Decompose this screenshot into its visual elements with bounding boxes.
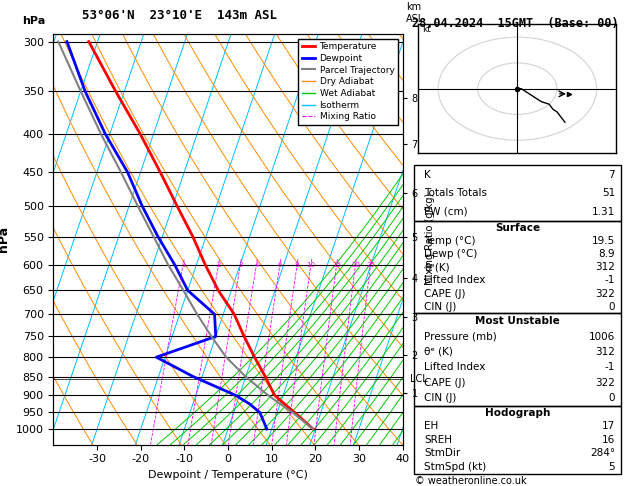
Text: 1006: 1006 [589,331,615,342]
Text: 6: 6 [277,261,282,268]
Text: 15: 15 [332,261,341,268]
Text: PW (cm): PW (cm) [424,207,468,217]
Text: CAPE (J): CAPE (J) [424,289,465,299]
Y-axis label: Mixing Ratio (g/kg): Mixing Ratio (g/kg) [425,193,435,285]
Text: 284°: 284° [590,449,615,458]
Text: CIN (J): CIN (J) [424,393,457,403]
Text: 53°06'N  23°10'E  143m ASL: 53°06'N 23°10'E 143m ASL [82,9,277,22]
Text: CIN (J): CIN (J) [424,302,457,312]
Text: © weatheronline.co.uk: © weatheronline.co.uk [415,476,526,486]
Text: -1: -1 [605,363,615,372]
Text: 0: 0 [609,393,615,403]
Text: 4: 4 [254,261,259,268]
Text: LCL: LCL [409,374,427,383]
Text: hPa: hPa [22,16,45,26]
Text: 17: 17 [602,421,615,431]
Text: StmDir: StmDir [424,449,460,458]
Text: 25: 25 [366,261,375,268]
Text: 1: 1 [181,261,186,268]
Text: CAPE (J): CAPE (J) [424,378,465,388]
Text: km
ASL: km ASL [406,2,425,24]
Text: Pressure (mb): Pressure (mb) [424,331,497,342]
Text: 10: 10 [306,261,315,268]
Text: 8: 8 [295,261,299,268]
Legend: Temperature, Dewpoint, Parcel Trajectory, Dry Adiabat, Wet Adiabat, Isotherm, Mi: Temperature, Dewpoint, Parcel Trajectory… [298,38,398,125]
Text: 322: 322 [596,289,615,299]
Text: 20: 20 [351,261,360,268]
Text: StmSpd (kt): StmSpd (kt) [424,462,486,472]
Text: -1: -1 [605,276,615,285]
Text: EH: EH [424,421,438,431]
Text: 7: 7 [609,170,615,179]
Text: K: K [424,170,431,179]
Text: kt: kt [422,25,431,34]
Text: Most Unstable: Most Unstable [476,316,560,326]
Text: Hodograph: Hodograph [485,408,550,417]
Text: θᵉ (K): θᵉ (K) [424,347,453,357]
Text: Totals Totals: Totals Totals [424,188,487,198]
Text: 322: 322 [596,378,615,388]
Text: Temp (°C): Temp (°C) [424,236,476,246]
Text: 8.9: 8.9 [599,249,615,259]
Text: 16: 16 [602,435,615,445]
Text: 312: 312 [596,262,615,272]
Text: 312: 312 [596,347,615,357]
Y-axis label: hPa: hPa [0,226,10,252]
Text: 51: 51 [602,188,615,198]
Text: Dewp (°C): Dewp (°C) [424,249,477,259]
Text: Surface: Surface [495,223,540,233]
Text: SREH: SREH [424,435,452,445]
Text: 5: 5 [609,462,615,472]
Text: 19.5: 19.5 [592,236,615,246]
Text: 3: 3 [238,261,243,268]
Text: 1.31: 1.31 [592,207,615,217]
Text: 28.04.2024  15GMT  (Base: 00): 28.04.2024 15GMT (Base: 00) [412,17,618,30]
Text: 2: 2 [216,261,221,268]
Text: Lifted Index: Lifted Index [424,363,486,372]
Text: 0: 0 [609,302,615,312]
Text: Lifted Index: Lifted Index [424,276,486,285]
X-axis label: Dewpoint / Temperature (°C): Dewpoint / Temperature (°C) [148,470,308,480]
Text: θᵉ(K): θᵉ(K) [424,262,450,272]
